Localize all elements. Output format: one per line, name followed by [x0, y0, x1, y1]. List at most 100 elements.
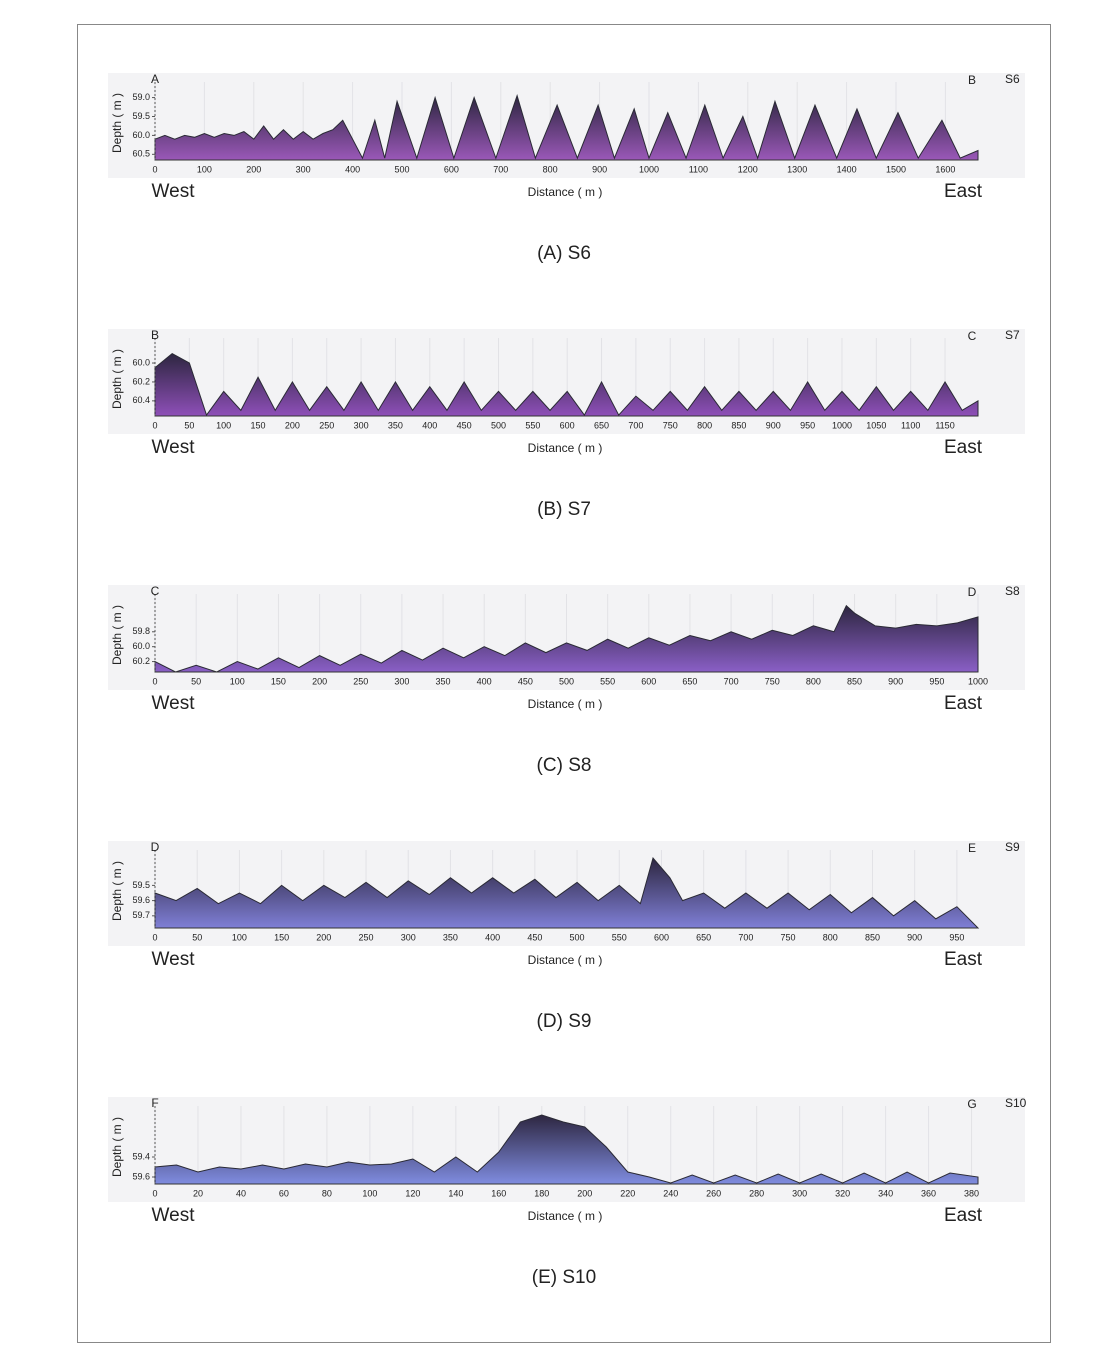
x-tick-label: 1600 — [935, 164, 955, 174]
x-tick-label: 700 — [724, 676, 739, 686]
x-tick-label: 500 — [559, 676, 574, 686]
right-label: D — [968, 585, 977, 599]
depth-area — [154, 94, 979, 161]
x-tick-label: 400 — [485, 932, 500, 942]
x-tick-label: 450 — [527, 932, 542, 942]
y-tick-label: 60.4 — [132, 395, 150, 405]
y-tick-label: 59.5 — [132, 880, 150, 890]
x-tick-label: 1500 — [886, 164, 906, 174]
y-tick-label: 59.6 — [132, 1171, 150, 1181]
x-tick-label: 550 — [612, 932, 627, 942]
x-tick-label: 900 — [766, 420, 781, 430]
x-tick-label: 600 — [444, 164, 459, 174]
panel-bg — [108, 73, 1025, 178]
x-tick-label: 300 — [401, 932, 416, 942]
x-tick-label: 1050 — [866, 420, 886, 430]
x-axis-label: Distance ( m ) — [528, 441, 603, 455]
x-tick-label: 950 — [949, 932, 964, 942]
x-tick-label: 250 — [319, 420, 334, 430]
x-tick-label: 200 — [316, 932, 331, 942]
x-tick-label: 300 — [354, 420, 369, 430]
depth-area — [154, 1114, 979, 1185]
x-tick-label: 100 — [232, 932, 247, 942]
x-tick-label: 280 — [749, 1188, 764, 1198]
x-tick-label: 60 — [279, 1188, 289, 1198]
x-tick-label: 200 — [577, 1188, 592, 1198]
y-tick-label: 60.2 — [132, 376, 150, 386]
x-tick-label: 950 — [800, 420, 815, 430]
x-tick-label: 140 — [448, 1188, 463, 1198]
y-tick-label: 60.0 — [132, 641, 150, 651]
east-label: East — [944, 437, 983, 458]
x-tick-label: 300 — [792, 1188, 807, 1198]
x-tick-label: 50 — [191, 676, 201, 686]
x-tick-label: 550 — [600, 676, 615, 686]
x-tick-label: 360 — [921, 1188, 936, 1198]
x-tick-label: 1150 — [935, 420, 954, 430]
y-tick-label: 60.5 — [132, 149, 150, 159]
y-tick-label: 59.8 — [132, 626, 150, 636]
caption: (C) S8 — [537, 755, 592, 776]
x-tick-label: 1400 — [837, 164, 857, 174]
caption: (E) S10 — [532, 1267, 596, 1288]
x-tick-label: 0 — [152, 164, 157, 174]
x-tick-label: 450 — [518, 676, 533, 686]
x-axis-label: Distance ( m ) — [528, 1209, 603, 1223]
x-tick-label: 950 — [929, 676, 944, 686]
x-tick-label: 160 — [491, 1188, 506, 1198]
x-tick-label: 1000 — [639, 164, 659, 174]
x-tick-label: 800 — [823, 932, 838, 942]
x-tick-label: 1000 — [832, 420, 852, 430]
left-label: F — [151, 1096, 158, 1110]
y-tick-label: 60.0 — [132, 357, 150, 367]
x-tick-label: 80 — [322, 1188, 332, 1198]
x-tick-label: 700 — [628, 420, 643, 430]
y-tick-label: 59.6 — [132, 895, 150, 905]
x-tick-label: 50 — [184, 420, 194, 430]
x-tick-label: 1100 — [901, 420, 920, 430]
x-axis-label: Distance ( m ) — [528, 185, 603, 199]
x-tick-label: 750 — [663, 420, 678, 430]
panel: 0 100 200 300 400 500 600 700 800 900 1000 1100 1200… — [108, 72, 1025, 264]
profile-id: S9 — [1005, 840, 1020, 854]
x-tick-label: 550 — [525, 420, 540, 430]
left-label: C — [151, 584, 160, 598]
x-tick-label: 100 — [362, 1188, 377, 1198]
y-axis-label: Depth ( m ) — [110, 349, 124, 409]
x-tick-label: 800 — [806, 676, 821, 686]
west-label: West — [152, 693, 196, 714]
panel: 0 50 100 150 200 250 300 350 400 450 500 550 600 650 7… — [108, 328, 1025, 520]
x-tick-label: 700 — [738, 932, 753, 942]
caption: (A) S6 — [537, 243, 591, 264]
left-label: A — [151, 72, 159, 86]
x-tick-label: 600 — [560, 420, 575, 430]
x-tick-label: 320 — [835, 1188, 850, 1198]
x-tick-label: 350 — [388, 420, 403, 430]
panel-bg — [108, 329, 1025, 434]
y-tick-label: 59.7 — [132, 910, 150, 920]
x-tick-label: 1300 — [787, 164, 807, 174]
x-tick-label: 300 — [296, 164, 311, 174]
west-label: West — [152, 181, 196, 202]
y-tick-label: 59.0 — [132, 92, 150, 102]
profile-id: S6 — [1005, 72, 1020, 86]
x-tick-label: 400 — [422, 420, 437, 430]
x-tick-label: 600 — [654, 932, 669, 942]
profile-id: S7 — [1005, 328, 1020, 342]
y-tick-label: 59.4 — [132, 1151, 150, 1161]
x-tick-label: 650 — [682, 676, 697, 686]
west-label: West — [152, 949, 196, 970]
x-tick-label: 700 — [493, 164, 508, 174]
left-label: B — [151, 328, 159, 342]
right-label: G — [967, 1097, 976, 1111]
x-tick-label: 40 — [236, 1188, 246, 1198]
depth-area — [154, 352, 979, 417]
x-tick-label: 200 — [312, 676, 327, 686]
east-label: East — [944, 693, 983, 714]
x-tick-label: 1000 — [968, 676, 988, 686]
y-tick-label: 60.2 — [132, 656, 150, 666]
x-tick-label: 100 — [230, 676, 245, 686]
profile-id: S8 — [1005, 584, 1020, 598]
x-tick-label: 500 — [394, 164, 409, 174]
x-tick-label: 250 — [359, 932, 374, 942]
